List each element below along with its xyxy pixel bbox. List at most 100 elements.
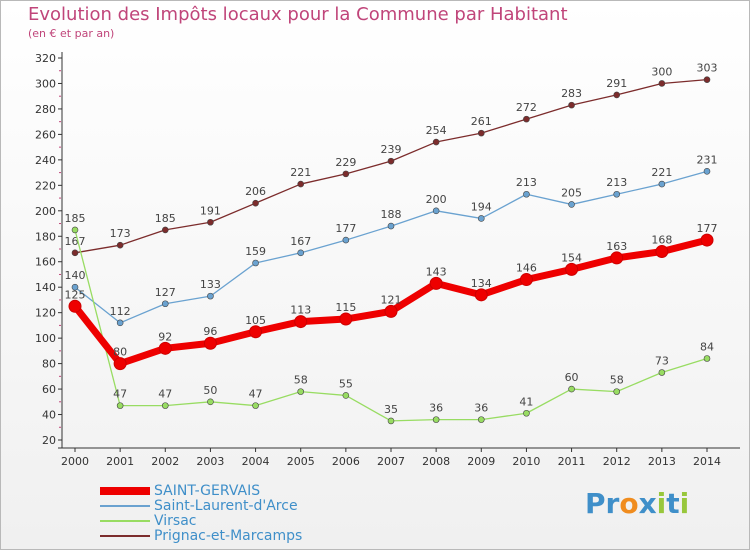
data-point (113, 357, 127, 371)
x-tick-label: 2005 (287, 455, 315, 468)
data-label: 133 (200, 278, 221, 291)
legend-item: Virsac (100, 513, 340, 529)
data-point (613, 91, 621, 99)
x-tick-label: 2010 (512, 455, 540, 468)
logo-letter: i (679, 487, 690, 520)
data-point (658, 80, 666, 87)
data-point (249, 325, 263, 339)
data-point (294, 315, 308, 329)
data-label: 185 (65, 212, 86, 225)
data-label: 272 (516, 101, 537, 114)
data-point (432, 207, 440, 215)
data-label: 177 (697, 222, 718, 235)
data-point (116, 402, 124, 409)
data-point (342, 392, 350, 399)
y-tick-label: 260 (35, 128, 56, 141)
data-point (161, 226, 169, 234)
y-tick-label: 120 (35, 307, 56, 320)
data-label: 231 (697, 153, 718, 166)
legend-swatch (100, 487, 150, 495)
data-label: 143 (426, 265, 447, 278)
data-point (339, 312, 353, 326)
data-label: 35 (384, 403, 398, 416)
data-point (158, 341, 172, 355)
logo-letter: x (638, 487, 657, 520)
legend-item: Prignac-et-Marcamps (100, 528, 340, 544)
data-label: 134 (471, 277, 492, 290)
data-label: 221 (651, 166, 672, 179)
data-label: 191 (200, 204, 221, 217)
legend-label: Saint-Laurent-d'Arce (154, 498, 298, 514)
data-label: 41 (519, 395, 533, 408)
data-point (207, 398, 214, 406)
x-tick-label: 2003 (196, 455, 224, 468)
x-tick-label: 2008 (422, 455, 450, 468)
data-point (655, 245, 669, 259)
data-label: 300 (651, 65, 672, 78)
legend-swatch (100, 505, 150, 507)
data-label: 125 (65, 288, 86, 301)
data-point (203, 336, 217, 350)
y-tick-label: 20 (42, 434, 56, 447)
data-label: 96 (203, 325, 217, 338)
data-label: 58 (610, 374, 624, 387)
y-tick-label: 140 (35, 281, 56, 294)
data-point (523, 190, 530, 198)
data-point (71, 226, 79, 234)
data-label: 205 (561, 186, 582, 199)
data-label: 84 (700, 341, 714, 354)
x-tick-label: 2004 (242, 455, 270, 468)
data-point (297, 388, 305, 395)
data-label: 121 (381, 293, 402, 306)
data-label: 36 (429, 402, 443, 415)
data-point (161, 300, 169, 308)
legend-swatch (100, 535, 150, 537)
data-label: 140 (65, 269, 86, 282)
data-label: 60 (565, 371, 579, 384)
y-tick-label: 60 (42, 383, 56, 396)
data-point (342, 236, 350, 244)
legend-item: Saint-Laurent-d'Arce (100, 498, 340, 514)
data-point (297, 180, 305, 188)
data-label: 73 (655, 355, 669, 368)
data-point (68, 299, 82, 313)
data-label: 291 (606, 77, 627, 90)
data-label: 163 (606, 240, 627, 253)
logo-letter: t (666, 487, 680, 520)
legend-item: SAINT-GERVAIS (100, 483, 340, 499)
y-tick-label: 80 (42, 358, 56, 371)
data-label: 80 (113, 346, 127, 359)
data-label: 115 (335, 301, 356, 314)
x-tick-label: 2006 (332, 455, 360, 468)
data-label: 177 (335, 222, 356, 235)
data-label: 303 (697, 62, 718, 75)
logo-letter: P (585, 487, 606, 520)
data-point (387, 417, 395, 425)
data-label: 200 (426, 193, 447, 206)
y-tick-label: 100 (35, 332, 56, 345)
legend-label: SAINT-GERVAIS (154, 483, 261, 499)
y-tick-label: 220 (35, 179, 56, 192)
x-tick-label: 2014 (693, 455, 721, 468)
proxiti-logo: Proxiti (585, 487, 689, 520)
y-tick-label: 40 (42, 409, 56, 422)
y-tick-label: 240 (35, 154, 56, 167)
y-tick-label: 320 (35, 52, 56, 65)
data-point (432, 138, 440, 146)
x-tick-label: 2002 (151, 455, 179, 468)
data-point (613, 190, 621, 198)
data-point (703, 168, 711, 175)
data-point (116, 241, 124, 249)
data-label: 213 (516, 176, 537, 189)
logo-letter: o (619, 487, 639, 520)
data-point (207, 218, 214, 226)
data-point (568, 385, 575, 393)
logo-letter: r (605, 487, 620, 520)
data-label: 213 (606, 176, 627, 189)
data-point (523, 409, 530, 417)
data-label: 92 (158, 330, 172, 343)
data-label: 185 (155, 212, 176, 225)
data-point (477, 215, 485, 222)
y-tick-label: 200 (35, 205, 56, 218)
